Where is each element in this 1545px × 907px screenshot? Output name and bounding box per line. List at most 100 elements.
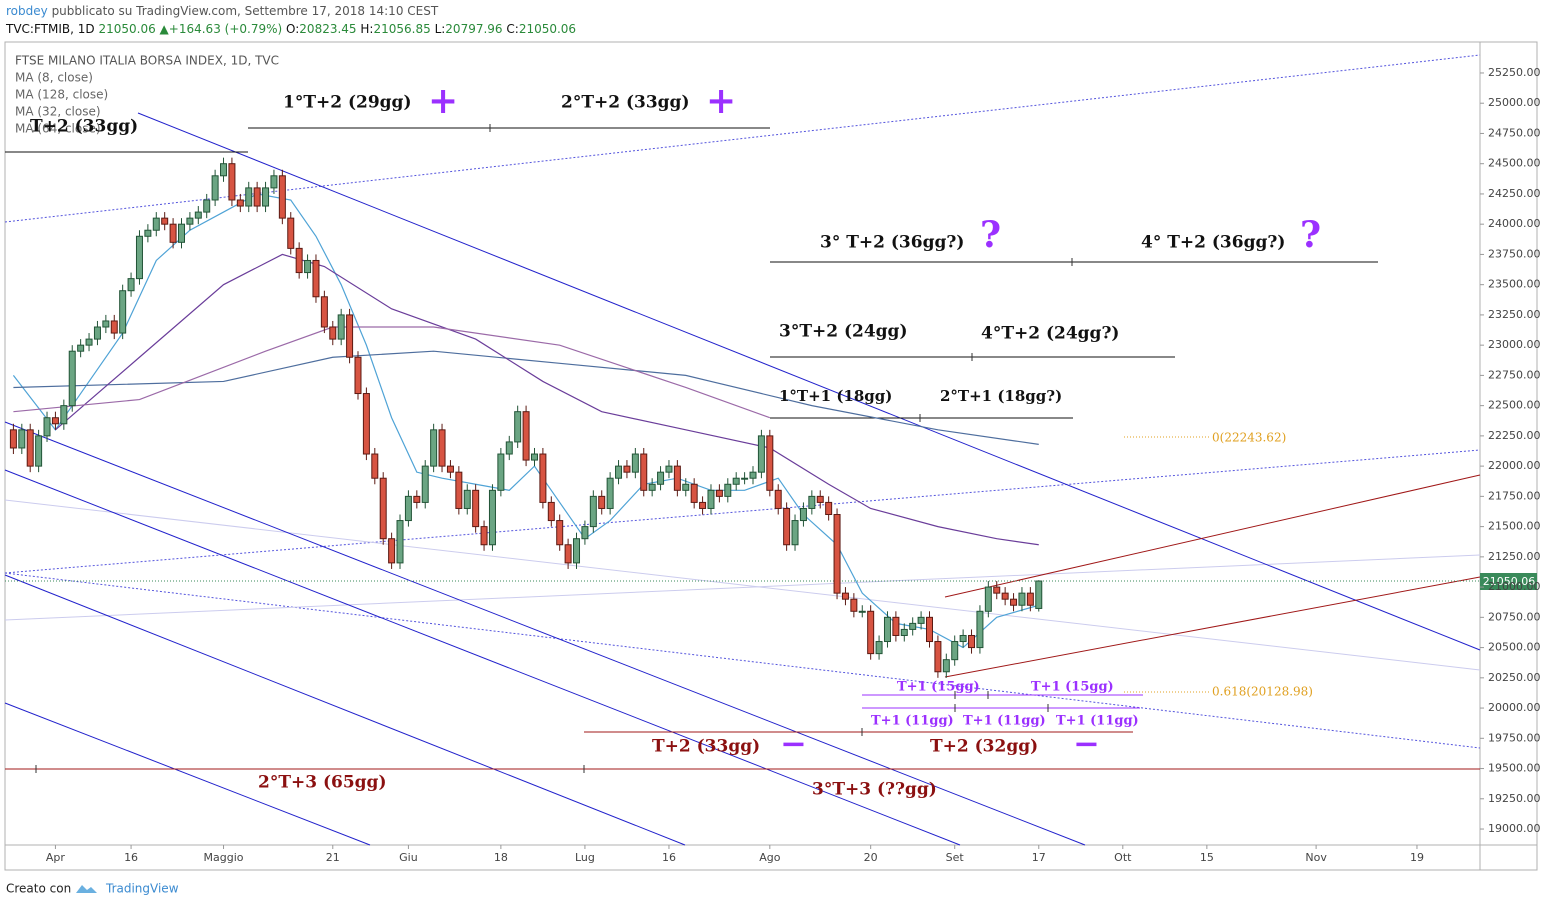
x-tick-label: Maggio [204, 851, 244, 864]
quote: O:20823.45 H:21056.85 L:20797.96 C:21050… [286, 22, 576, 36]
candle-body [18, 429, 26, 449]
x-tick-label: Ago [759, 851, 781, 864]
annotation: T+1 (11gg) [871, 714, 954, 729]
ma-line [13, 350, 1039, 445]
last-price-box [1480, 573, 1537, 590]
last-price-label: 21050.06 [1483, 575, 1536, 588]
candle-body [573, 538, 581, 564]
candle-body [9, 429, 17, 449]
legend-entry: MA (64, close) [15, 122, 101, 136]
y-tick-label: 21500.00 [1488, 520, 1541, 533]
y-tick-label: 19250.00 [1488, 792, 1541, 805]
annotation: T+1 (11gg) [963, 714, 1046, 729]
candle-body [430, 429, 438, 467]
candle-body [220, 163, 228, 177]
candle-body [203, 199, 211, 213]
y-tick-label: 25000.00 [1488, 96, 1541, 109]
x-tick-label: Lug [575, 851, 595, 864]
candle-body [959, 634, 967, 643]
candle-body [320, 296, 328, 328]
candle-body [287, 217, 295, 249]
candle-body [589, 495, 597, 528]
ma-line [12, 193, 1039, 649]
annotation: T+1 (11gg) [1056, 714, 1139, 729]
candle-body [984, 586, 992, 612]
candle-body [825, 501, 833, 516]
y-tick-label: 24000.00 [1488, 217, 1541, 230]
y-tick-label: 22250.00 [1488, 429, 1541, 442]
y-tick-label: 23500.00 [1488, 278, 1541, 291]
candle-body [228, 163, 236, 201]
candle-body [917, 616, 925, 624]
candle-body [530, 453, 538, 461]
candle-body [875, 641, 883, 655]
x-tick-label: Apr [46, 851, 66, 864]
annotation: 1°T+1 (18gg) [779, 387, 892, 405]
x-tick-label: Set [946, 851, 965, 864]
candle-body [245, 187, 253, 207]
published: pubblicato su TradingView.com, Settembre… [51, 4, 439, 18]
candle-body [26, 429, 34, 467]
candle-body [388, 538, 396, 564]
y-tick-label: 19000.00 [1488, 822, 1541, 835]
candle-body [480, 526, 488, 546]
candle-body [93, 326, 101, 340]
y-tick-label: 20250.00 [1488, 671, 1541, 684]
last: 21050.06 [98, 22, 156, 36]
candle-body [741, 477, 749, 480]
candle-body [673, 465, 681, 491]
candle-body [312, 259, 320, 298]
candle-body [715, 489, 723, 497]
candle-body [942, 659, 950, 673]
candle-body [858, 610, 866, 613]
candle-body [631, 453, 639, 473]
candle-body [337, 314, 345, 340]
candle-body [699, 501, 707, 509]
candle-body [850, 598, 858, 612]
candle-body [51, 417, 59, 425]
candle-body [808, 495, 816, 509]
quote-part: O: [286, 22, 300, 36]
candle-body [85, 338, 93, 346]
candle-body [77, 344, 85, 352]
candle-body [1010, 598, 1018, 606]
annotation: T+2 (32gg) [930, 737, 1038, 757]
candle-body [304, 259, 312, 274]
candle-body [262, 187, 270, 207]
candle-body [665, 465, 673, 473]
x-tick-label: 21 [326, 851, 340, 864]
candle-body [951, 641, 959, 661]
candle-body [867, 610, 875, 655]
x-tick-label: Ott [1114, 851, 1132, 864]
logo [76, 885, 97, 893]
candle-body [934, 641, 942, 673]
y-tick-label: 20500.00 [1488, 641, 1541, 654]
x-tick-label: 19 [1410, 851, 1424, 864]
candle-body [623, 465, 631, 473]
candle-body [883, 616, 891, 643]
candle-body [413, 495, 421, 503]
ma-line [13, 326, 771, 419]
candle-body [472, 489, 480, 528]
quote-part: C: [506, 22, 519, 36]
candle-body [270, 175, 278, 189]
annotation: 0(22243.62) [1212, 431, 1286, 445]
candle-body [68, 350, 76, 407]
channel-line [4, 421, 1086, 846]
trend-line [4, 54, 1481, 223]
candle-body [35, 435, 43, 467]
candle-body [564, 544, 572, 564]
y-tick-label: 21250.00 [1488, 550, 1541, 563]
x-tick-label: 15 [1200, 851, 1214, 864]
candle-body [110, 320, 118, 334]
change: +164.63 (+0.79%) [168, 22, 283, 36]
publish-line: robdey pubblicato su TradingView.com, Se… [6, 4, 438, 18]
candle-body [926, 616, 934, 643]
candle-body [455, 471, 463, 509]
trend-line [4, 449, 1481, 574]
candle-body [119, 290, 127, 334]
candle-body [295, 247, 303, 274]
annotation: + [706, 80, 736, 122]
annotation: 2°T+2 (33gg) [561, 93, 690, 113]
candle-body [732, 477, 740, 485]
